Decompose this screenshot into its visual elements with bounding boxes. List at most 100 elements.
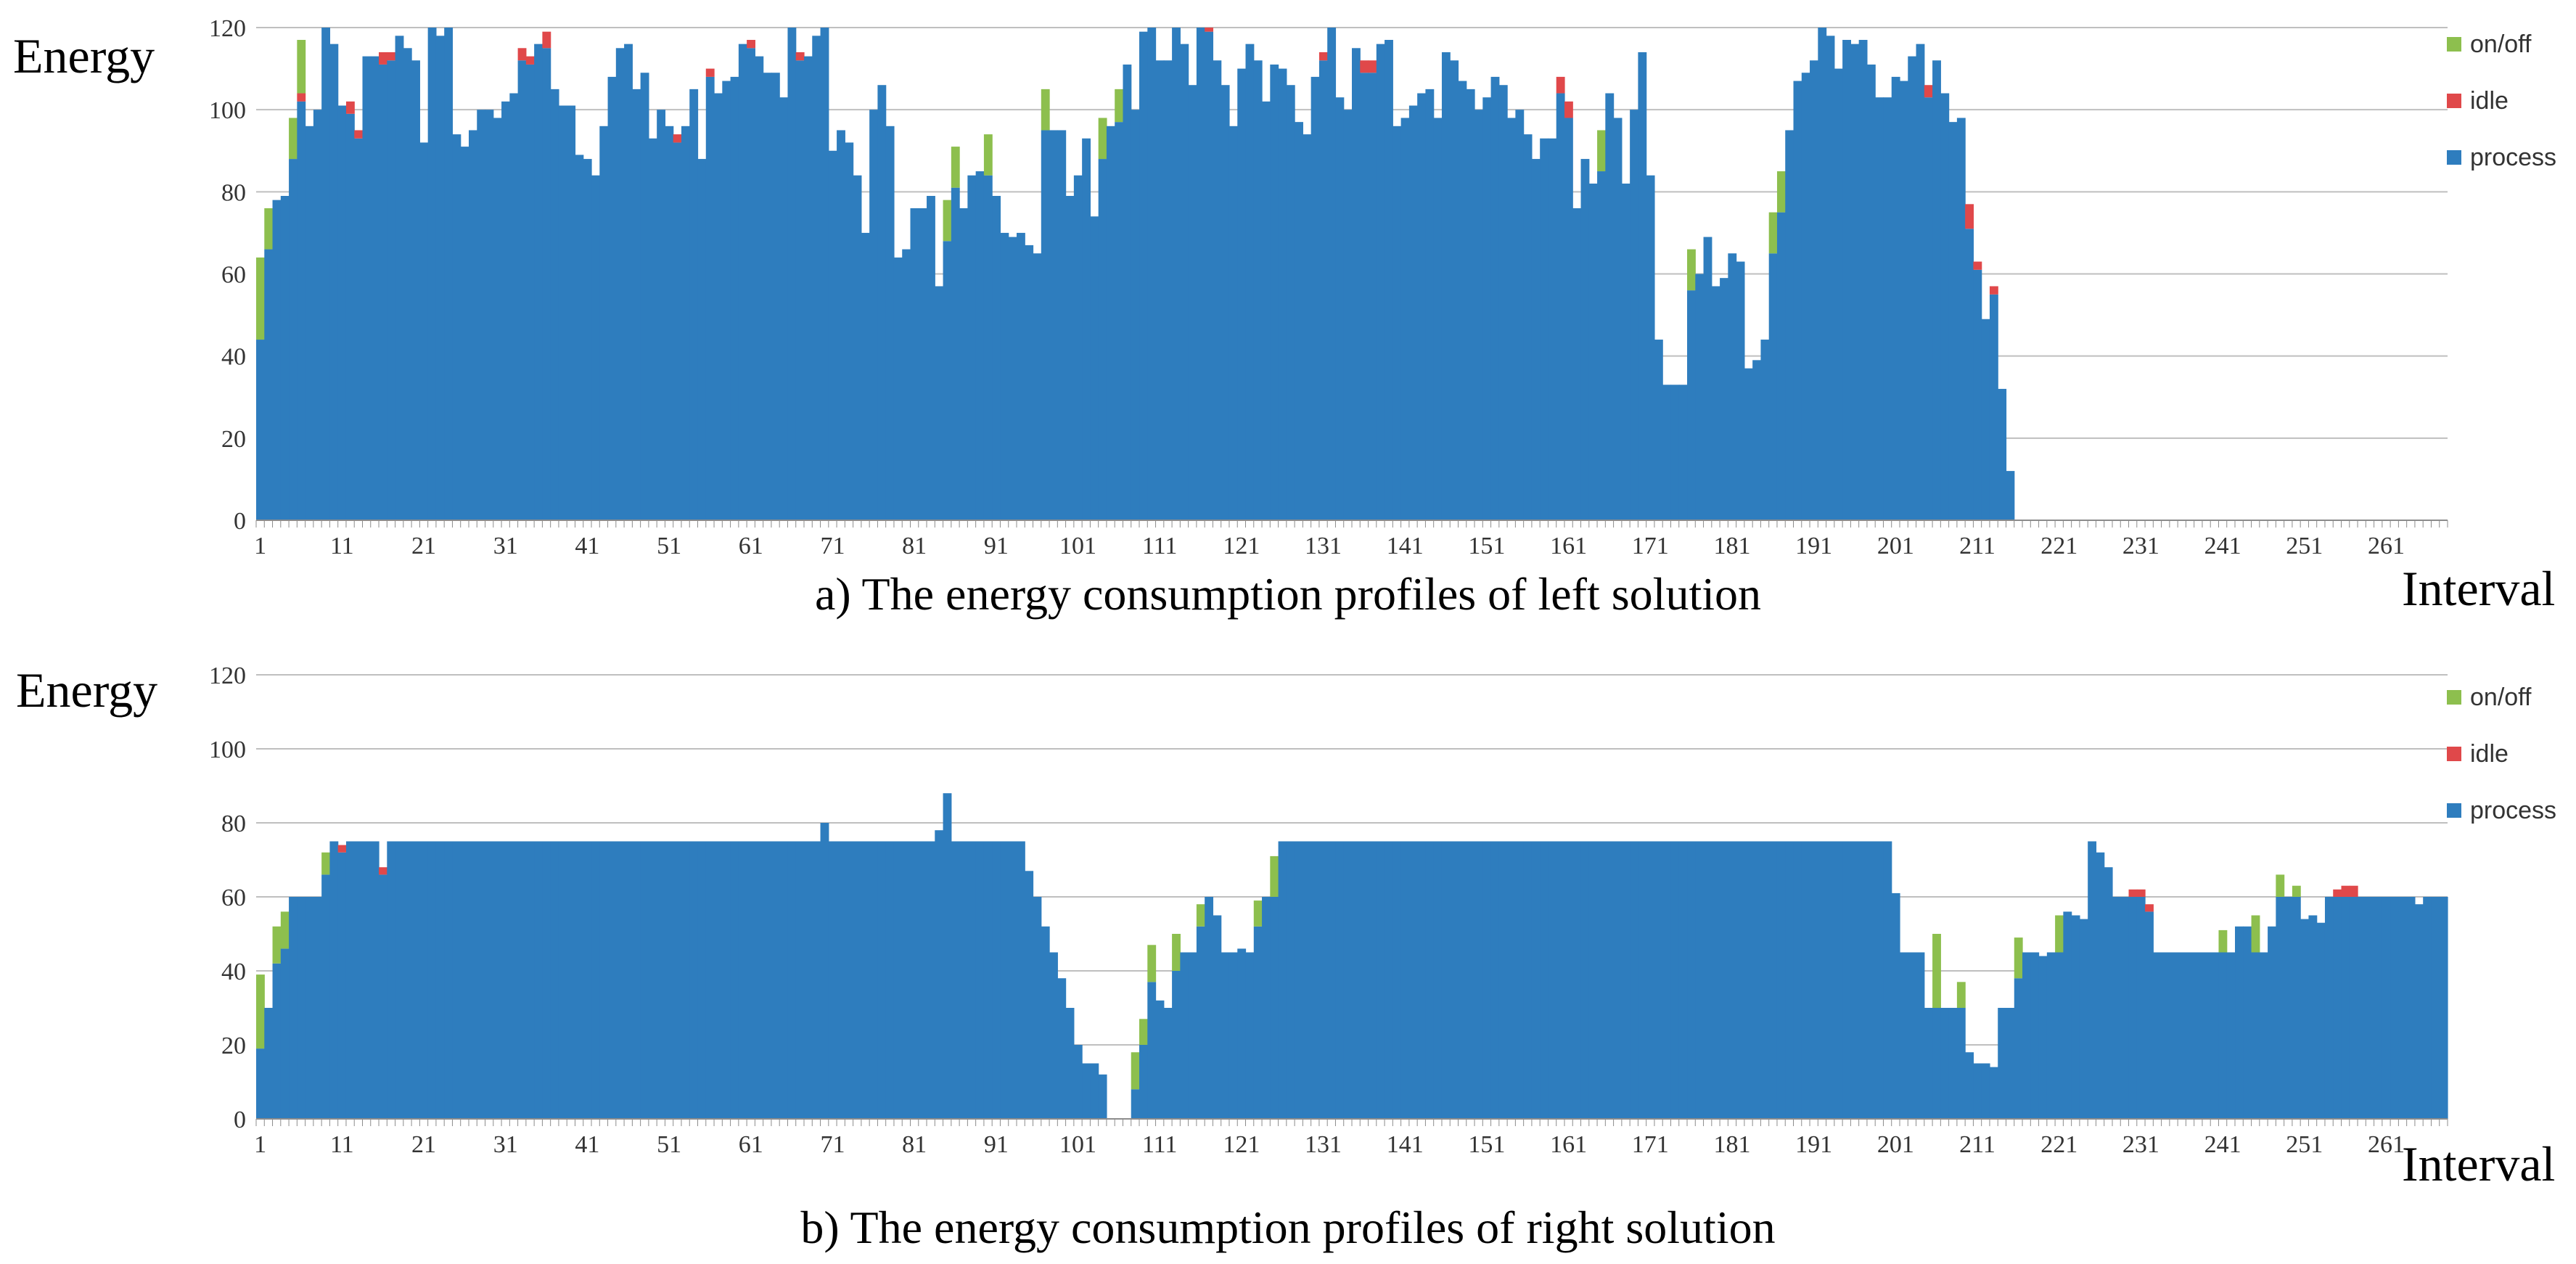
chart-a-bar-process — [1474, 110, 1483, 520]
chart-b-bar-process — [2120, 897, 2130, 1119]
chart-a-bar-process — [779, 97, 789, 521]
chart-b-bar-process — [1065, 1008, 1075, 1119]
chart-b-bar-process — [975, 841, 985, 1119]
chart-b-bar-process — [1474, 841, 1483, 1119]
chart-b-x-tick-label: 161 — [1550, 1131, 1587, 1158]
chart-b-bar-process — [1866, 841, 1876, 1119]
chart-b-bar-process — [877, 841, 887, 1119]
chart-a-bar-process — [1025, 245, 1034, 520]
chart-a-bar-process — [1065, 195, 1075, 520]
chart-b-bar-process — [534, 841, 543, 1119]
chart-a-bar-process — [1572, 208, 1582, 520]
chart-b-bar-process — [2284, 897, 2293, 1119]
chart-b-bar-idle — [2349, 885, 2358, 897]
chart-b-bar-process — [1498, 841, 1508, 1119]
chart-b-bar-process — [615, 841, 625, 1119]
chart-a-bar-process — [828, 150, 837, 520]
chart-a-y-tick-label: 100 — [209, 97, 246, 124]
chart-b-bar-process — [632, 841, 641, 1119]
chart-a-bar-process — [1507, 118, 1516, 520]
chart-b-bar-process — [845, 841, 854, 1119]
chart-a-bar-process — [264, 249, 274, 520]
chart-b-bar-process — [771, 841, 780, 1119]
chart-b-bar-process — [935, 830, 944, 1119]
chart-a-bar-process — [1385, 39, 1393, 521]
chart-a-bar-onoff — [1098, 118, 1107, 160]
chart-b-bar-process — [321, 874, 331, 1119]
chart-b-bar-process — [1303, 841, 1312, 1119]
chart-a-bar-process — [575, 155, 584, 521]
chart-b-bar-process — [1728, 841, 1737, 1119]
chart-a-x-axis-label: Interval — [2402, 561, 2556, 616]
chart-a-bar-process — [1924, 97, 1933, 521]
chart-b-bar-process — [804, 841, 813, 1119]
chart-b-bar-process — [2006, 1008, 2015, 1119]
chart-b-bar-process — [1327, 841, 1337, 1119]
chart-a-bar-process — [567, 105, 576, 521]
chart-b-bar-process — [738, 841, 747, 1119]
chart-a-bar-process — [1041, 130, 1050, 521]
chart-a-bar-idle — [1360, 60, 1369, 73]
chart-b-bar-process — [1295, 841, 1303, 1119]
chart-a-x-tick-label: 111 — [1142, 533, 1177, 559]
chart-b-bar-process — [992, 841, 1001, 1119]
chart-b-bar-process — [1940, 1008, 1950, 1119]
chart-b-bar-idle — [2333, 889, 2342, 897]
chart-a-bar-process — [1826, 36, 1835, 521]
chart-b-bar-process — [305, 897, 314, 1119]
chart-a-bar-process — [1318, 60, 1328, 521]
chart-b-bar-process — [1188, 952, 1197, 1119]
chart-b-bar-process — [354, 841, 364, 1119]
chart-b-bar-process — [1425, 841, 1435, 1119]
chart-b-x-tick-label: 201 — [1877, 1131, 1914, 1158]
chart-b-bar-process — [1090, 1063, 1099, 1119]
chart-b-bar-onoff — [2055, 915, 2064, 953]
chart-b-bar-process — [1466, 841, 1475, 1119]
chart-b-bar-process — [1588, 841, 1598, 1119]
chart-a-bar-process — [1523, 134, 1533, 520]
chart-b-bar-process — [1213, 915, 1222, 1119]
chart-a-bar-onoff — [289, 118, 298, 160]
chart-b-bar-process — [1507, 841, 1516, 1119]
chart-a-bar-process — [1368, 73, 1377, 520]
legend-swatch-process — [2447, 803, 2461, 818]
chart-b-bar-idle — [2145, 904, 2154, 912]
chart-a-bar-process — [1548, 138, 1557, 520]
chart-a-bar-process — [697, 159, 707, 521]
chart-a-y-tick-label: 120 — [209, 15, 246, 42]
chart-a-bar-process — [1441, 52, 1451, 520]
chart-b-bar-process — [1098, 1074, 1107, 1119]
chart-b-bar-process — [902, 841, 911, 1119]
chart-b-x-tick-label: 31 — [493, 1131, 518, 1158]
chart-b-bar-onoff — [2276, 874, 2285, 897]
chart-b-bar-process — [1180, 952, 1189, 1119]
chart-b-bar-process — [1392, 841, 1402, 1119]
chart-b-bar-process — [1900, 952, 1908, 1119]
chart-a-bar-process — [1720, 278, 1728, 520]
chart-a-bar-idle — [705, 68, 715, 77]
chart-a-bar-process — [1098, 159, 1107, 521]
chart-b-bar-process — [256, 1048, 265, 1119]
chart-a-bar-process — [1654, 340, 1663, 520]
chart-b-bar-process — [1613, 841, 1623, 1119]
chart-b-x-tick-label: 171 — [1632, 1131, 1669, 1158]
chart-a-bar-process — [1556, 93, 1565, 521]
chart-b-bar-process — [1490, 841, 1500, 1119]
chart-b-y-tick-label: 80 — [221, 810, 246, 837]
chart-b-bar-process — [2341, 897, 2350, 1119]
chart-a-bar-process — [313, 110, 322, 520]
chart-a-bar-process — [345, 113, 355, 520]
chart-b-x-tick-label: 221 — [2040, 1131, 2077, 1158]
chart-a-bar-process — [509, 93, 519, 521]
chart-a-bar-process — [272, 200, 282, 520]
chart-a-bar-idle — [1205, 28, 1214, 32]
legend-item-onoff: on/off — [2447, 669, 2556, 726]
chart-a-bar-process — [967, 175, 977, 520]
chart-b-x-tick-label: 71 — [820, 1131, 845, 1158]
chart-b-bar-process — [2292, 897, 2301, 1119]
chart-b-x-tick-label: 141 — [1387, 1131, 1424, 1158]
legend-swatch-idle — [2447, 94, 2461, 108]
chart-b-bar-process — [395, 841, 404, 1119]
chart-a-bar-process — [1940, 93, 1950, 521]
chart-a-bar-process — [1286, 85, 1295, 520]
